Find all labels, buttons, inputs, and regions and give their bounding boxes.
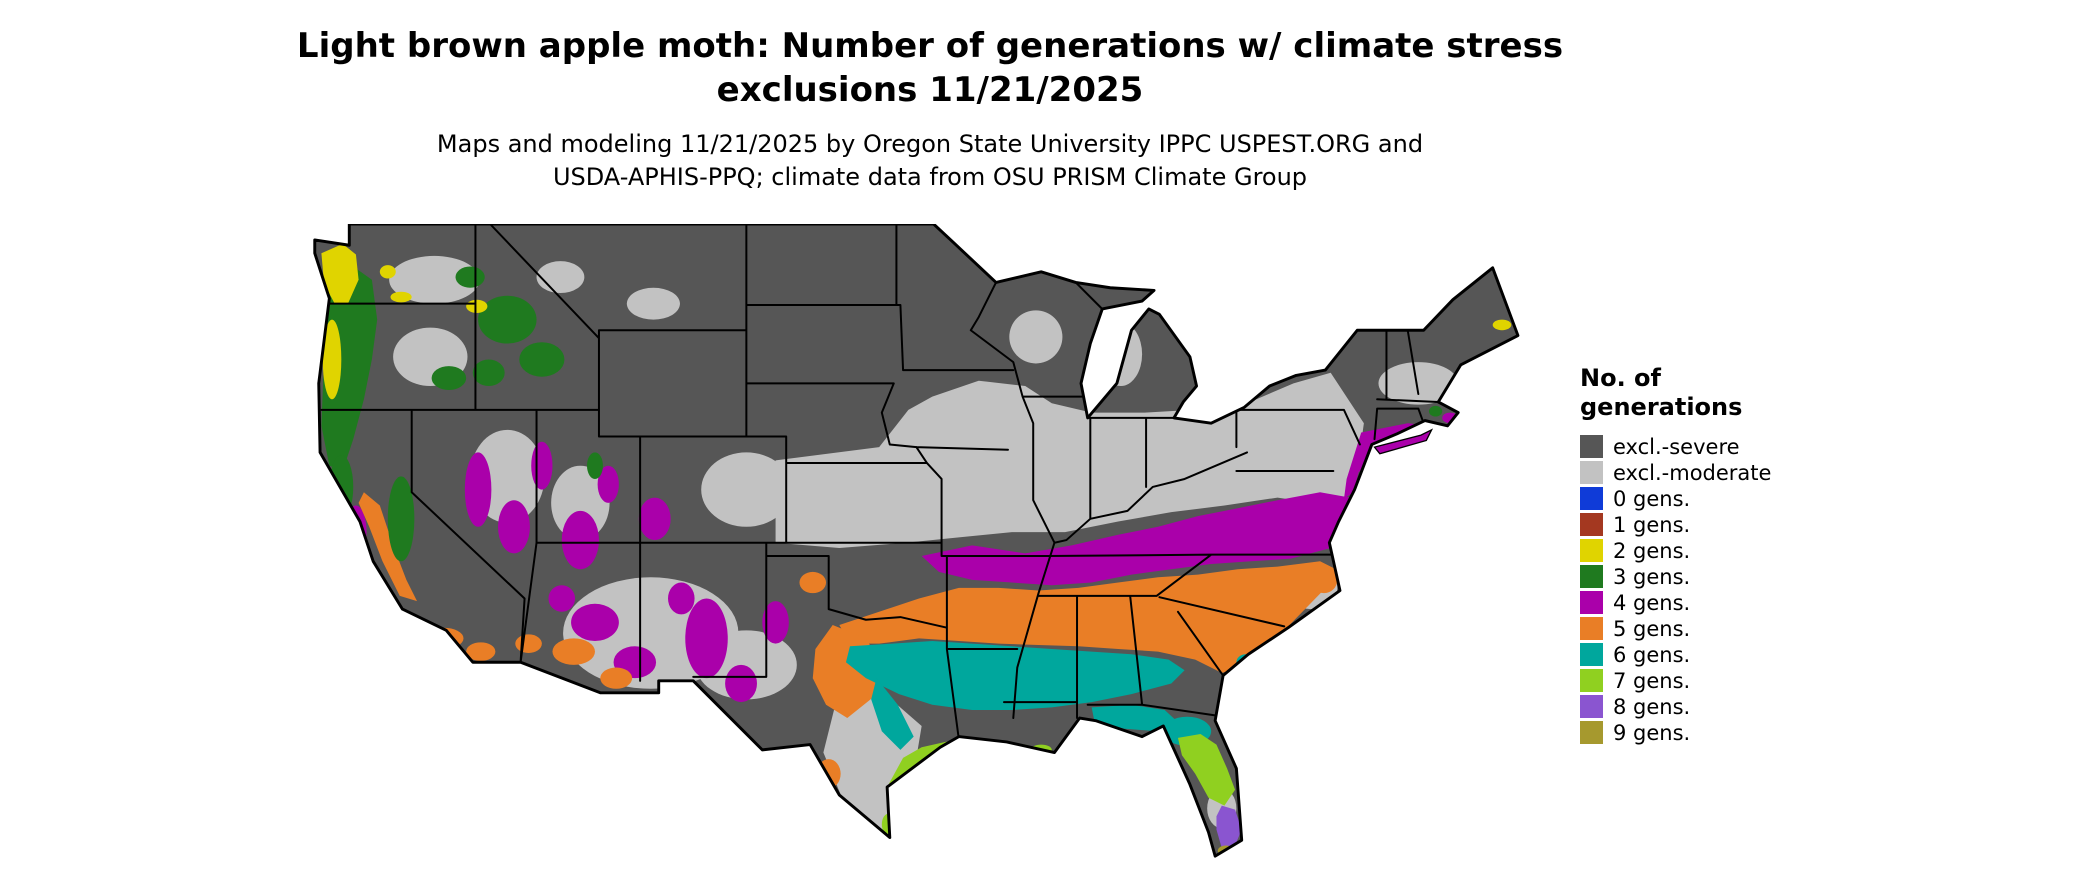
legend-item-label: excl.-moderate bbox=[1613, 460, 1772, 485]
legend-item: 1 gens. bbox=[1580, 512, 1771, 538]
long-island-shape bbox=[1373, 428, 1434, 455]
legend-swatch bbox=[1580, 591, 1603, 615]
legend-title: No. of generations bbox=[1580, 364, 1771, 423]
legend-swatch bbox=[1580, 461, 1603, 485]
us-outline bbox=[313, 224, 1520, 858]
legend-items: excl.-severe excl.-moderate 0 gens. 1 gens.… bbox=[1580, 434, 1771, 746]
map-area bbox=[308, 224, 1530, 888]
map-layer-5-gens bbox=[358, 492, 1342, 789]
legend-swatch bbox=[1580, 565, 1603, 589]
legend-item-label: 5 gens. bbox=[1613, 616, 1691, 641]
map-title: Light brown apple moth: Number of genera… bbox=[0, 24, 1860, 112]
legend-swatch bbox=[1580, 669, 1603, 693]
legend-item: 3 gens. bbox=[1580, 564, 1771, 590]
legend-title-line1: No. of bbox=[1580, 364, 1661, 392]
legend-item: 0 gens. bbox=[1580, 486, 1771, 512]
legend-item: excl.-severe bbox=[1580, 434, 1771, 460]
legend-item: 2 gens. bbox=[1580, 538, 1771, 564]
map-subtitle-line1: Maps and modeling 11/21/2025 by Oregon S… bbox=[436, 130, 1424, 159]
legend-item: 7 gens. bbox=[1580, 668, 1771, 694]
state-borders bbox=[320, 224, 1440, 741]
map-layer-8-gens bbox=[1216, 805, 1242, 849]
header: Light brown apple moth: Number of genera… bbox=[0, 24, 1860, 195]
map-title-line1: Light brown apple moth: Number of genera… bbox=[296, 26, 1564, 66]
legend-item-label: 8 gens. bbox=[1613, 694, 1691, 719]
legend-item: excl.-moderate bbox=[1580, 460, 1771, 486]
map-layer-2-gens bbox=[321, 243, 1512, 400]
legend-item: 6 gens. bbox=[1580, 642, 1771, 668]
legend-swatch bbox=[1580, 487, 1603, 511]
legend: No. of generations excl.-severe excl.-mod… bbox=[1580, 364, 1771, 746]
legend-item-label: 7 gens. bbox=[1613, 668, 1691, 693]
legend-item-label: 9 gens. bbox=[1613, 720, 1691, 745]
legend-item: 8 gens. bbox=[1580, 694, 1771, 720]
legend-item-label: 0 gens. bbox=[1613, 486, 1691, 511]
legend-title-line2: generations bbox=[1580, 393, 1743, 422]
legend-item-label: 3 gens. bbox=[1613, 564, 1691, 589]
legend-item-label: 6 gens. bbox=[1613, 642, 1691, 667]
us-map bbox=[313, 224, 1520, 858]
map-layer-3-gens bbox=[321, 266, 1443, 562]
legend-item-label: 1 gens. bbox=[1613, 512, 1691, 537]
map-layer-4-gens bbox=[345, 412, 1459, 703]
legend-swatch bbox=[1580, 539, 1603, 563]
legend-item: 4 gens. bbox=[1580, 590, 1771, 616]
legend-item-label: 2 gens. bbox=[1613, 538, 1691, 563]
legend-swatch bbox=[1580, 695, 1603, 719]
legend-item: 5 gens. bbox=[1580, 616, 1771, 642]
legend-swatch bbox=[1580, 435, 1603, 459]
map-subtitle: Maps and modeling 11/21/2025 by Oregon S… bbox=[0, 128, 1860, 194]
legend-swatch bbox=[1580, 617, 1603, 641]
legend-swatch bbox=[1580, 721, 1603, 745]
map-title-line2: exclusions 11/21/2025 bbox=[716, 70, 1144, 111]
map-raster-layers bbox=[314, 224, 1518, 857]
legend-item: 9 gens. bbox=[1580, 720, 1771, 746]
legend-swatch bbox=[1580, 643, 1603, 667]
legend-item-label: excl.-severe bbox=[1613, 434, 1740, 459]
legend-item-label: 4 gens. bbox=[1613, 590, 1691, 615]
map-subtitle-line2: USDA-APHIS-PPQ; climate data from OSU PR… bbox=[552, 163, 1308, 192]
legend-swatch bbox=[1580, 513, 1603, 537]
map-layer-6-gens bbox=[845, 640, 1255, 750]
